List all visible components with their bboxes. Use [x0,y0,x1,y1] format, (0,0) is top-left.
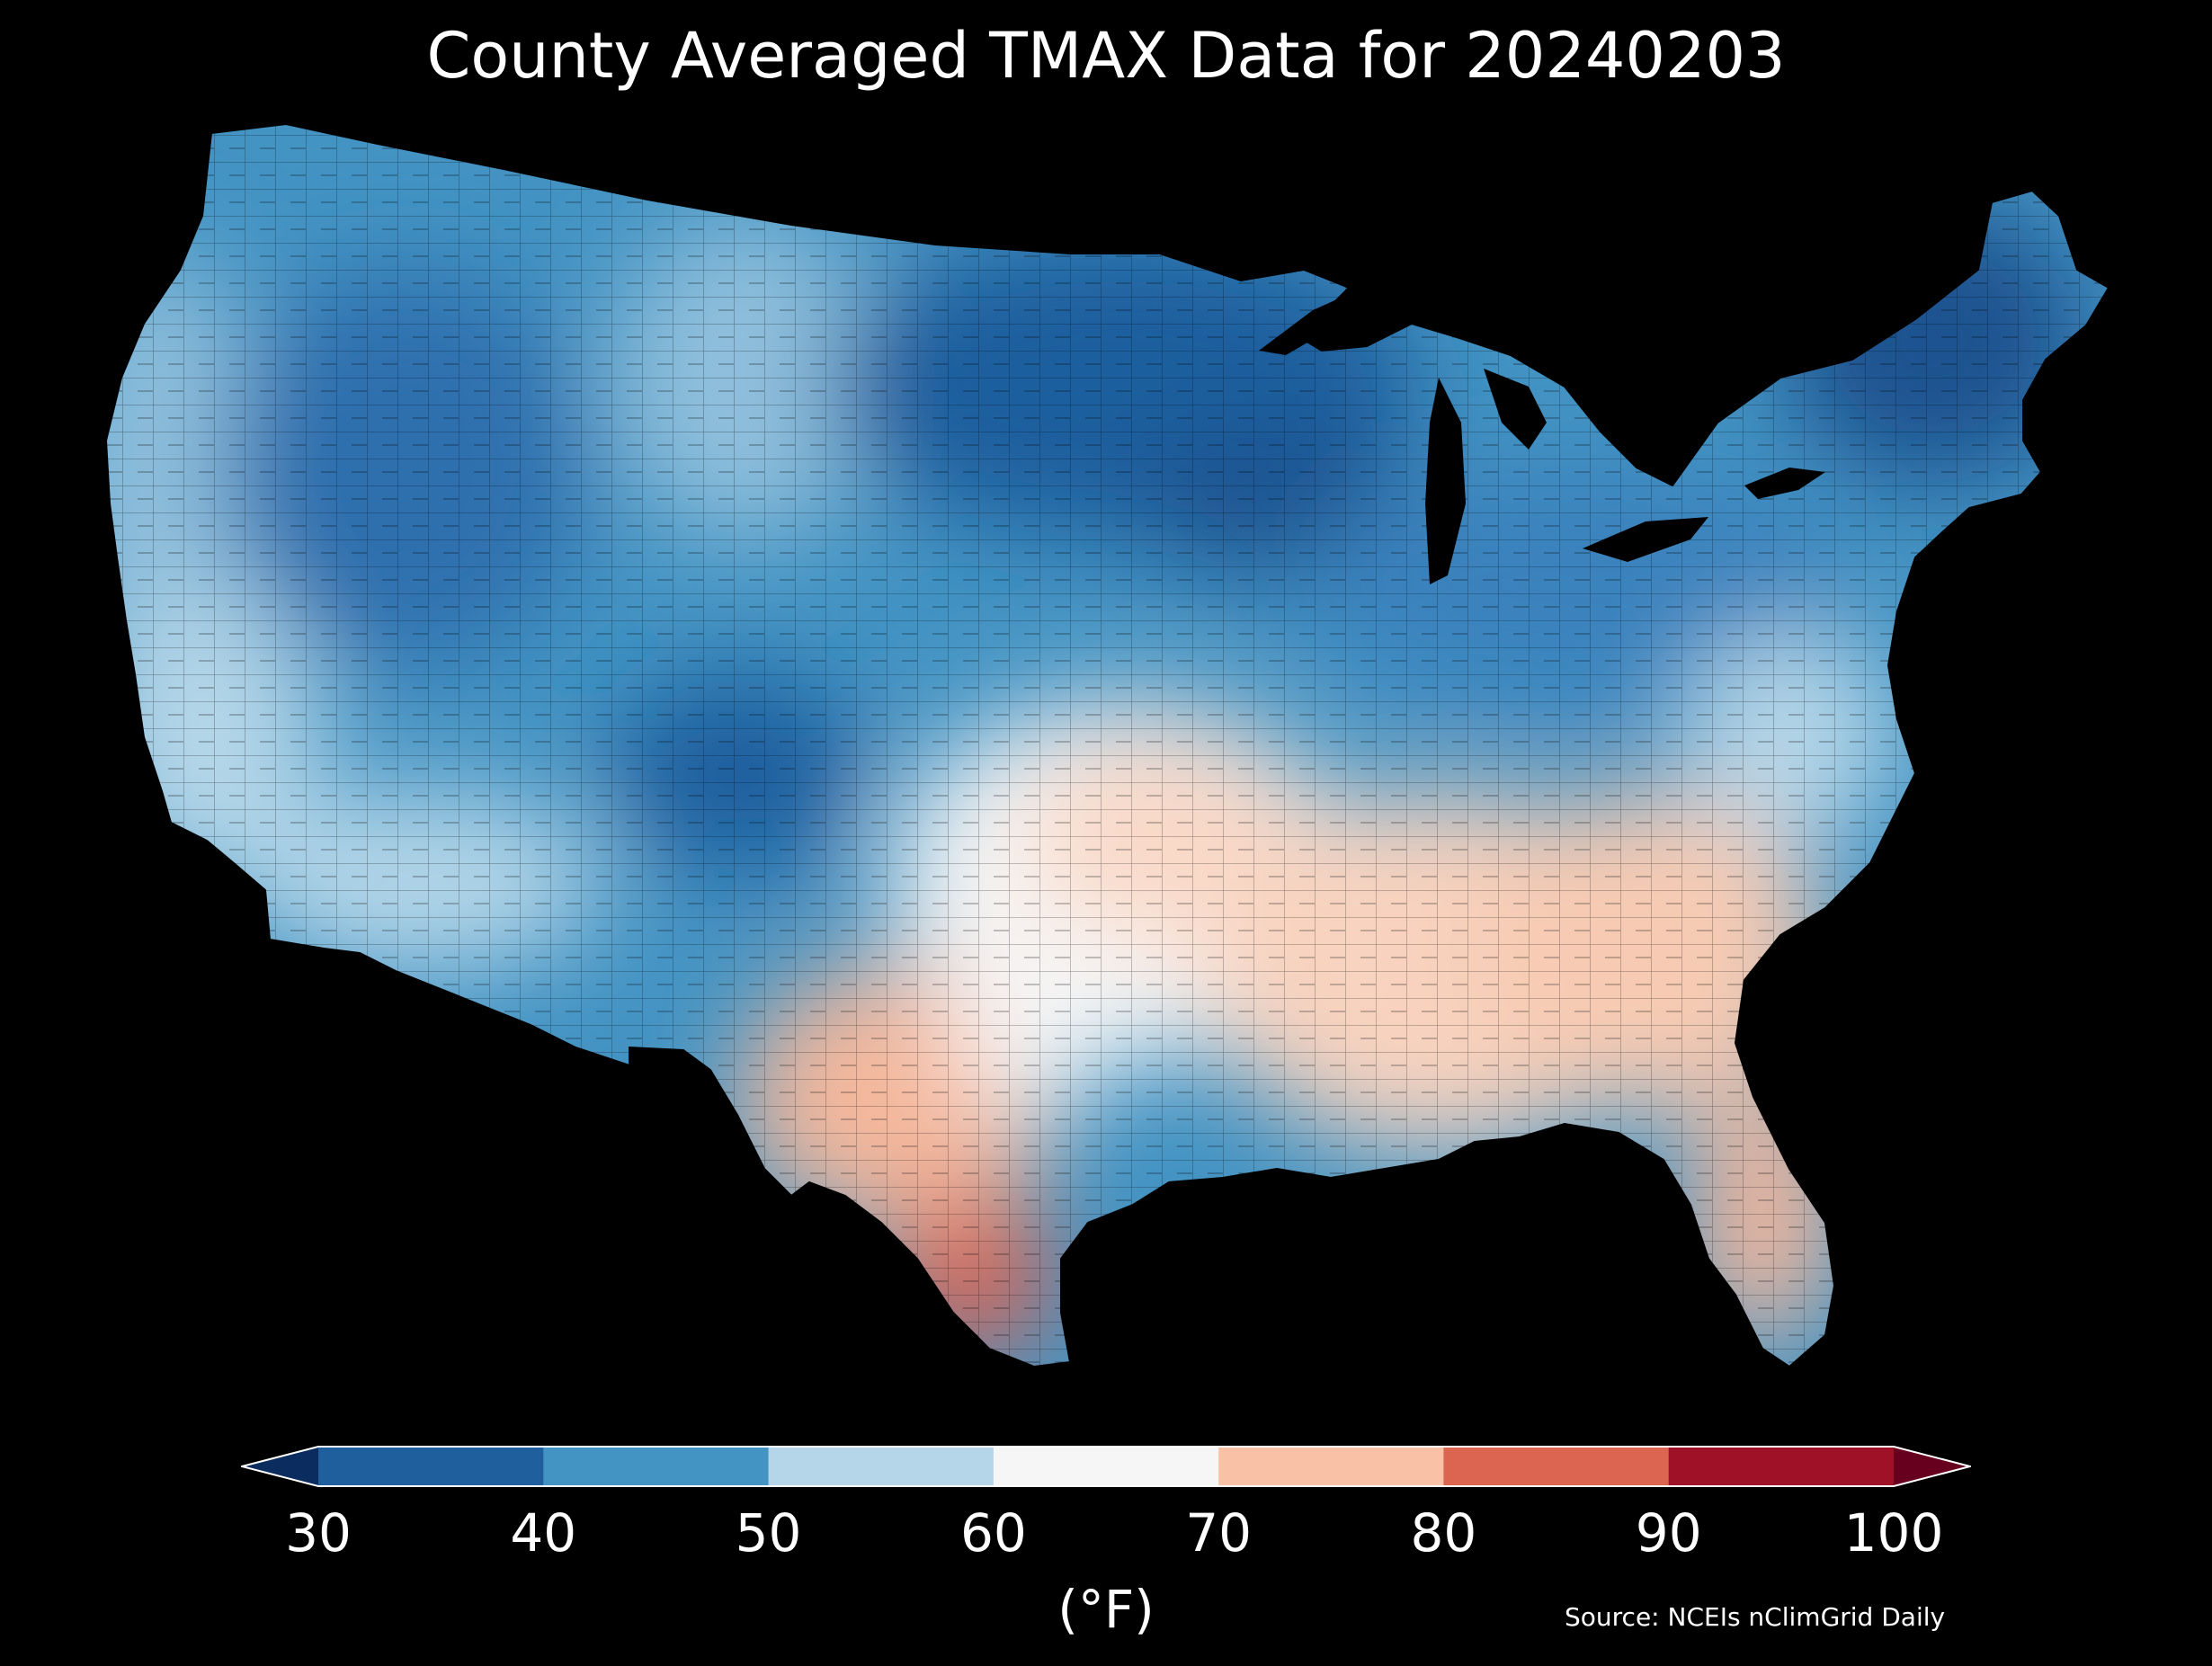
colorbar-bin [318,1446,544,1487]
colorbar-tick-label: 50 [735,1502,802,1564]
great-lakes [1259,286,1825,584]
colorbar-ticks: 30 40 50 60 70 80 90 100 [0,1501,2212,1573]
colorbar-tick-label: 80 [1410,1502,1477,1564]
colorbar-bin [1443,1446,1670,1487]
colorbar-tick-label: 90 [1635,1502,1702,1564]
colorbar-over-arrow [1894,1446,1971,1487]
colorbar-bin [993,1446,1219,1487]
colorbar-tick-label: 60 [959,1502,1027,1564]
colorbar-tick-label: 70 [1185,1502,1253,1564]
colorbar-bin [1668,1446,1895,1487]
colorbar-bin [768,1446,995,1487]
colorbar-tick-label: 30 [285,1502,352,1564]
colorbar-outline [241,1446,1971,1487]
colorbar-unit-label: (°F) [1057,1579,1155,1640]
colorbar-bin [1218,1446,1444,1487]
colorbar-under-arrow [241,1446,318,1487]
colorbar-tick-label: 100 [1843,1502,1944,1564]
source-credit: Source: NCEIs nClimGrid Daily [1565,1602,1946,1632]
colorbar [241,1446,1971,1487]
colorbar-tick-label: 40 [510,1502,577,1564]
colorbar-bin [543,1446,770,1487]
map-title: County Averaged TMAX Data for 20240203 [426,19,1786,93]
